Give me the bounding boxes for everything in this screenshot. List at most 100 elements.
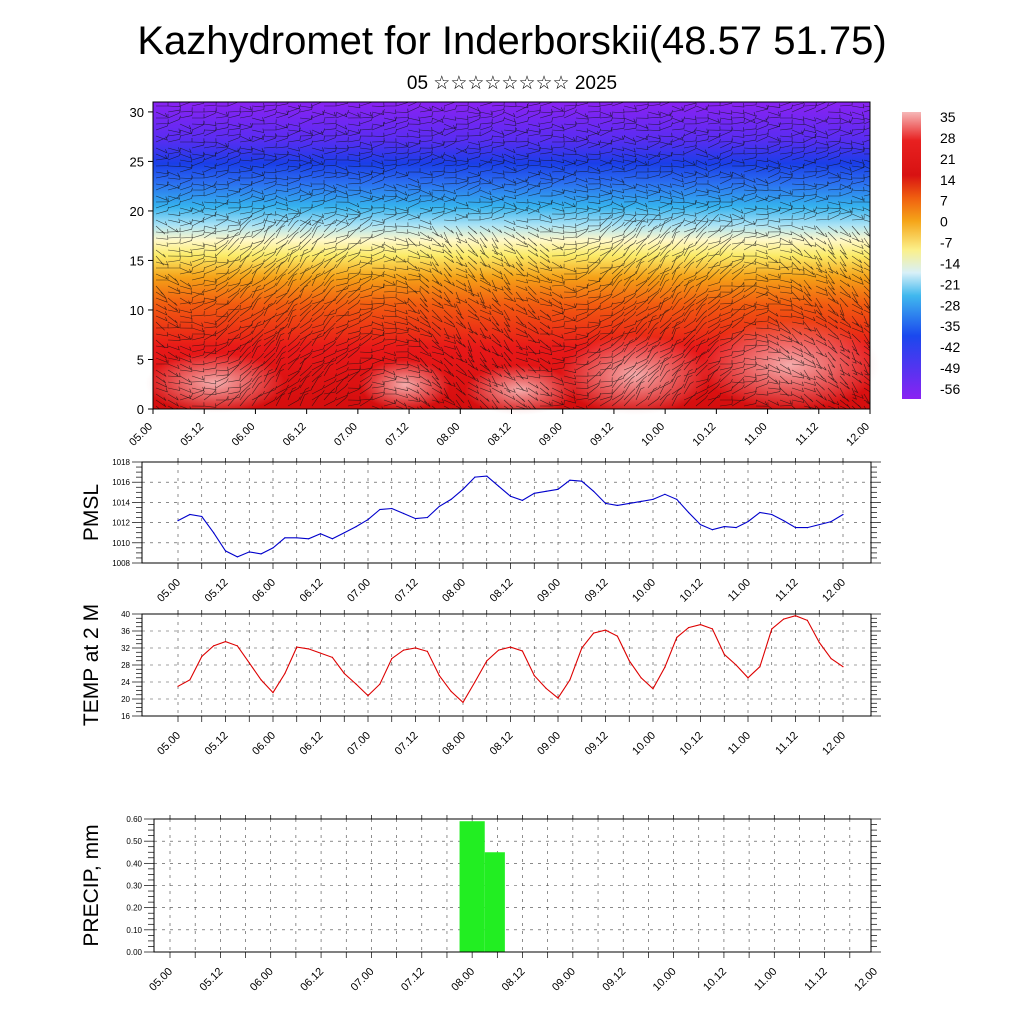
precip-y-tick-label: 0.40 [126,859,142,868]
pmsl-point [403,512,405,515]
pmsl-point [248,551,250,553]
temp2m-point [331,656,333,659]
pmsl-ylabel: PMSL [80,484,103,541]
temp2m-x-tick-label: 11.12 [773,730,800,757]
pmsl-x-tick-label: 07.00 [345,577,373,605]
temp2m-point [652,688,654,690]
section-x-tick-label: 11.12 [794,421,821,448]
pmsl-point [296,537,298,539]
section-x-tick-label: 09.00 [537,421,565,449]
pmsl-point [474,476,476,478]
pmsl-point [794,527,797,529]
temp2m-x-tick-label: 10.12 [678,730,706,758]
colorbar-label: -35 [940,318,960,334]
pmsl-panel: 1008 1010 1012 1014 1016 1018 05.00 05.12 06.00 0… [80,458,881,605]
pmsl-point [664,493,666,495]
pmsl-point [414,518,417,520]
pmsl-x-tick-label: 06.00 [250,577,278,605]
colorbar-label: -42 [940,339,960,355]
temp2m-point [664,666,666,668]
section-y-tick-label: 25 [130,154,144,169]
temp2m-point [569,679,571,681]
section-x-tick-label: 08.00 [434,421,462,449]
precip-x-tick-label: 08.12 [500,966,528,994]
temp2m-x-tick-label: 11.00 [726,730,753,757]
temp2m-point [486,660,488,662]
pmsl-point [735,527,737,529]
pmsl-point [688,511,690,514]
pmsl-point [759,511,761,514]
pmsl-y-tick-label: 1018 [112,458,130,467]
temp2m-frame [141,613,872,717]
temp2m-x-tick-label: 06.12 [298,730,326,758]
precip-x-tick-label: 10.00 [651,966,679,994]
section-x-tick-label: 09.12 [588,421,616,449]
section-y-tick-label: 10 [130,303,144,318]
temp2m-point [794,615,797,617]
pmsl-y-tick-label: 1014 [112,498,130,507]
pmsl-point [498,485,500,487]
pmsl-point [486,475,488,477]
temp2m-x-tick-label: 05.12 [203,730,231,758]
temp2m-point [830,658,832,660]
pmsl-point [379,508,381,511]
temp2m-point [533,675,535,677]
pmsl-point [593,490,595,492]
pmsl-point [521,499,524,501]
precip-y-tick-label: 0.60 [126,815,142,824]
temp2m-point [699,624,702,626]
temp2m-point [201,655,203,658]
temp2m-point [379,683,381,685]
temp2m-y-tick-label: 32 [121,644,130,653]
pmsl-x-tick-label: 08.12 [488,577,516,605]
precip-x-tick-label: 07.12 [399,966,427,994]
pmsl-point [699,524,702,526]
precip-x-tick-label: 06.12 [298,966,326,994]
colorbar-label: 7 [940,193,948,209]
precip-ylabel: PRECIP, mm [80,824,103,946]
precip-bar [459,821,485,952]
temp2m-point [676,636,678,639]
temp2m-x-tick-label: 07.00 [345,730,373,758]
temp2m-x-tick-label: 07.12 [393,730,421,758]
pmsl-point [509,495,512,497]
section-x-tick-label: 06.12 [281,421,309,449]
precip-x-tick-label: 11.00 [752,966,779,993]
temp2m-point [747,677,749,679]
temp2m-point [177,685,179,687]
vertical-section-plot: 0 5 10 15 20 25 30 05.00 05.12 06.00 06.12 07.00 07.… [127,101,880,449]
wind-barbs [155,102,870,409]
pmsl-point [545,490,547,492]
pmsl-point [272,547,274,549]
pmsl-y-tick-label: 1008 [112,559,130,568]
pmsl-point [818,524,820,526]
temp2m-point [806,619,809,622]
temp2m-ylabel: TEMP at 2 M [80,604,103,726]
temp2m-point [688,627,690,629]
section-y-tick-label: 30 [130,105,144,120]
precip-x-tick-label: 05.12 [198,966,226,994]
pmsl-point [331,538,333,540]
section-y-tick-label: 0 [137,402,144,417]
temp2m-x-tick-label: 05.00 [155,730,183,758]
pmsl-point [189,513,191,516]
section-x-tick-label: 07.00 [332,421,360,449]
temp2m-x-tick-label: 12.00 [820,730,848,758]
pmsl-point [628,502,630,504]
temp2m-point [367,695,369,697]
pmsl-point [806,527,809,529]
section-y-tick-label: 5 [137,352,144,367]
temp2m-point [248,662,250,664]
temp2m-y-tick-label: 16 [121,712,130,721]
temp2m-point [783,618,785,620]
colorbar: 35 28 21 14 7 0 -7 -14 -21 -28 -35 -42 -49 -56 [902,109,960,399]
precip-x-tick-label: 06.00 [248,966,276,994]
colorbar-label: 35 [940,109,956,125]
colorbar-label: -28 [940,297,960,313]
temp2m-point [296,646,298,648]
pmsl-point [557,488,559,490]
pmsl-point [652,498,654,500]
pmsl-point [723,526,725,528]
temp2m-point [474,681,476,683]
